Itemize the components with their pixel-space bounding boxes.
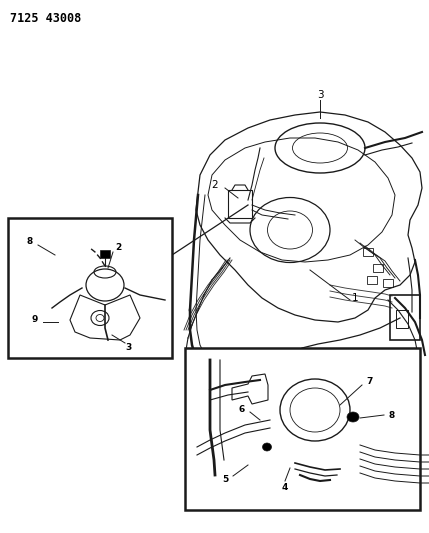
Text: 4: 4 — [282, 483, 288, 492]
Bar — [100, 250, 110, 258]
Text: 9: 9 — [32, 316, 38, 325]
Bar — [185, 348, 420, 510]
Text: 1: 1 — [352, 293, 358, 303]
Text: 7: 7 — [367, 377, 373, 386]
Bar — [383, 279, 393, 287]
Bar — [396, 310, 408, 328]
Text: 6: 6 — [239, 406, 245, 415]
Ellipse shape — [263, 443, 272, 451]
Text: 3: 3 — [125, 343, 131, 352]
Text: 3: 3 — [317, 90, 323, 100]
Text: 5: 5 — [222, 475, 228, 484]
Bar — [363, 248, 373, 256]
Text: 8: 8 — [27, 238, 33, 246]
Text: 8: 8 — [389, 410, 395, 419]
Bar — [367, 276, 377, 284]
Bar — [8, 218, 172, 358]
Bar — [390, 295, 420, 340]
Bar — [373, 264, 383, 272]
Bar — [228, 190, 252, 218]
Text: 7125 43008: 7125 43008 — [10, 12, 81, 25]
Text: 2: 2 — [115, 244, 121, 253]
Ellipse shape — [347, 412, 359, 422]
Text: 2: 2 — [211, 180, 218, 190]
